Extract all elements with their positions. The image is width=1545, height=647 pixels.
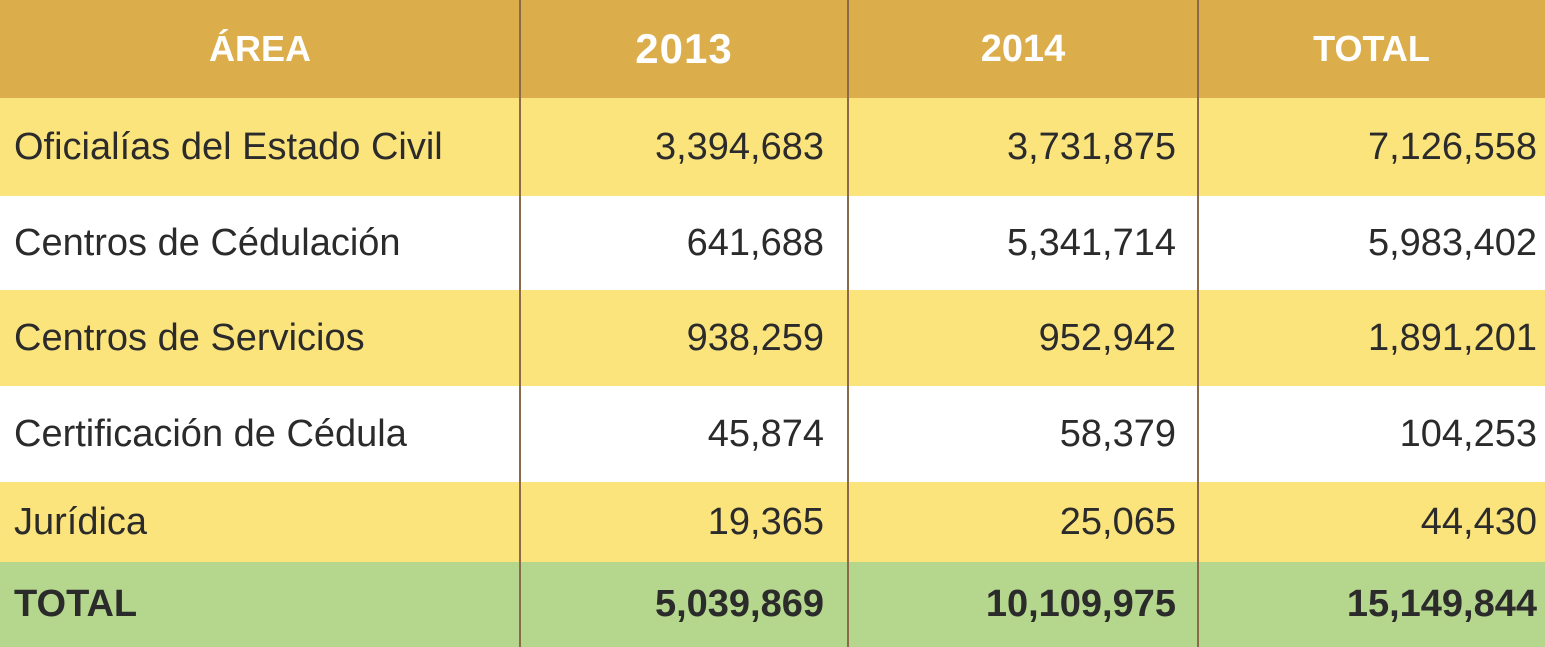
cell-total: 104,253 — [1399, 412, 1537, 455]
header-total: TOTAL — [1313, 28, 1430, 69]
total-2013: 5,039,869 — [654, 583, 824, 625]
header-2014: 2014 — [980, 27, 1066, 70]
column-divider — [519, 0, 521, 647]
cell-total: 7,126,558 — [1367, 125, 1537, 168]
table-row: Centros de Servicios 938,259 952,942 1,8… — [0, 290, 1545, 386]
cell-2013: 19,365 — [707, 500, 824, 543]
column-divider — [847, 0, 849, 647]
cell-2014: 952,942 — [1038, 316, 1176, 359]
cell-area: Centros de Cédulación — [14, 221, 401, 264]
cell-area: Centros de Servicios — [14, 316, 365, 359]
total-total: 15,149,844 — [1346, 583, 1537, 625]
cell-area: Certificación de Cédula — [14, 412, 407, 455]
cell-2014: 25,065 — [1059, 500, 1176, 543]
table-row: Centros de Cédulación 641,688 5,341,714 … — [0, 196, 1545, 290]
total-row: TOTAL 5,039,869 10,109,975 15,149,844 — [0, 562, 1545, 647]
cell-2013: 938,259 — [686, 316, 824, 359]
cell-total: 1,891,201 — [1367, 316, 1537, 359]
cell-2014: 3,731,875 — [1006, 125, 1176, 168]
column-divider — [1197, 0, 1199, 647]
cell-2013: 3,394,683 — [654, 125, 824, 168]
total-2014: 10,109,975 — [985, 583, 1176, 625]
header-area: ÁREA — [208, 28, 311, 69]
cell-area: Oficialías del Estado Civil — [14, 125, 443, 168]
cell-2014: 5,341,714 — [1006, 221, 1176, 264]
header-2013: 2013 — [635, 25, 733, 72]
cell-2013: 45,874 — [707, 412, 824, 455]
cell-2014: 58,379 — [1059, 412, 1176, 455]
total-label: TOTAL — [14, 583, 138, 625]
cell-total: 5,983,402 — [1367, 221, 1537, 264]
cell-2013: 641,688 — [686, 221, 824, 264]
table-header: ÁREA 2013 2014 TOTAL — [0, 0, 1545, 98]
cell-total: 44,430 — [1420, 500, 1537, 543]
table-row: Oficialías del Estado Civil 3,394,683 3,… — [0, 98, 1545, 196]
table-row: Certificación de Cédula 45,874 58,379 10… — [0, 386, 1545, 482]
table-row: Jurídica 19,365 25,065 44,430 — [0, 482, 1545, 562]
cell-area: Jurídica — [14, 500, 148, 543]
